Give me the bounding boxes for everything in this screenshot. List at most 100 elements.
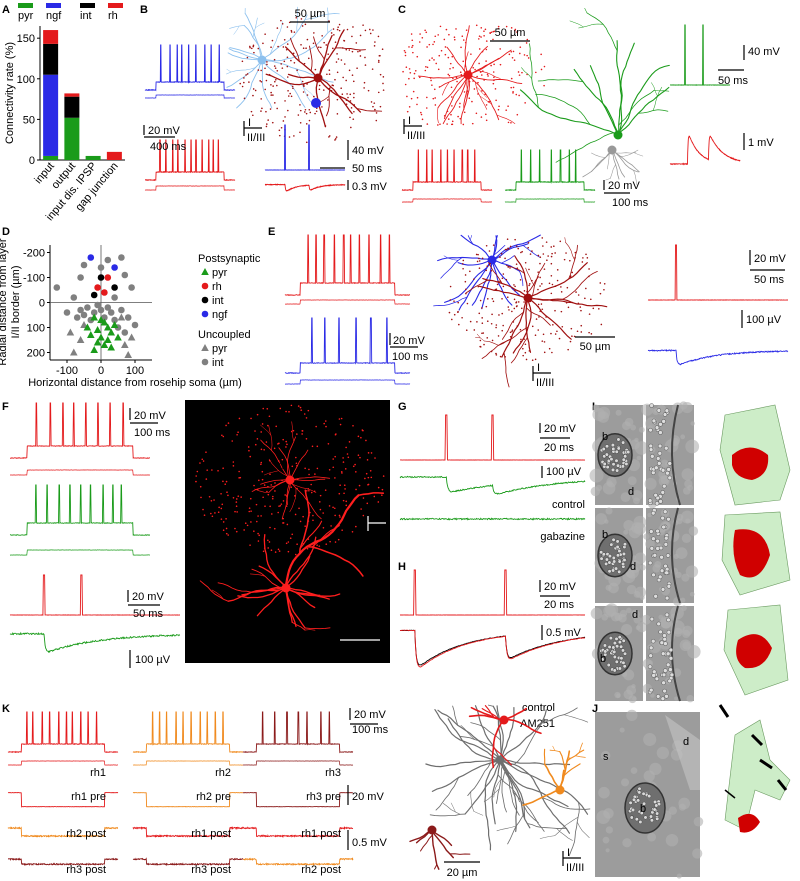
bouton <box>484 93 486 96</box>
neurite <box>265 73 319 86</box>
bouton <box>437 34 440 36</box>
trace <box>7 760 118 766</box>
label: 50 ms <box>754 274 784 286</box>
neurite <box>444 259 493 303</box>
bouton <box>328 87 330 90</box>
label: rh1 post <box>301 828 341 840</box>
bouton <box>487 75 489 77</box>
bouton <box>282 522 285 524</box>
bouton <box>506 296 509 299</box>
trace <box>10 402 150 459</box>
em-texture <box>634 441 649 455</box>
label: I <box>567 847 570 859</box>
vesicle <box>619 644 624 649</box>
neurite <box>264 470 279 476</box>
bouton <box>225 527 228 530</box>
bouton <box>566 286 569 289</box>
em-texture <box>626 584 637 595</box>
neurite <box>514 255 529 299</box>
em-texture <box>622 838 632 848</box>
bouton <box>469 270 471 273</box>
bouton <box>235 530 238 533</box>
legend-marker <box>201 344 209 351</box>
point <box>111 294 118 301</box>
bouton <box>306 38 309 41</box>
bouton <box>279 407 282 410</box>
bouton <box>521 250 523 253</box>
trace <box>7 826 119 838</box>
bouton <box>246 524 249 527</box>
bouton <box>531 325 534 328</box>
bouton <box>481 90 483 92</box>
soma <box>257 55 267 65</box>
vesicle <box>638 819 643 825</box>
apical-dendrite <box>306 546 364 577</box>
bouton <box>302 47 305 50</box>
bouton <box>412 90 415 93</box>
soma <box>313 73 323 83</box>
bouton <box>286 65 289 68</box>
bouton <box>462 259 465 262</box>
vesicle <box>611 568 616 573</box>
neurite <box>510 337 528 364</box>
bouton <box>492 300 495 303</box>
neurite <box>496 114 516 124</box>
bouton <box>599 282 602 284</box>
vesicle <box>649 616 655 622</box>
em-texture <box>658 614 664 620</box>
bouton <box>285 446 287 448</box>
bouton <box>281 479 283 482</box>
bouton <box>217 469 219 472</box>
em-texture <box>590 607 603 620</box>
bouton <box>585 287 587 290</box>
neurite <box>289 476 331 481</box>
bouton <box>260 461 263 464</box>
vesicle <box>654 501 660 506</box>
bouton <box>522 347 524 350</box>
label: rh2 post <box>301 864 341 876</box>
bouton <box>552 323 554 326</box>
bouton <box>448 33 450 36</box>
bouton <box>222 529 225 532</box>
bouton <box>543 351 546 354</box>
neurite <box>491 759 501 825</box>
bouton <box>353 96 355 99</box>
bouton <box>318 88 321 91</box>
neurite <box>543 763 561 791</box>
bouton <box>377 59 380 62</box>
bouton <box>222 521 225 523</box>
bouton <box>316 445 319 448</box>
label: b <box>602 529 608 541</box>
bouton <box>290 29 293 32</box>
bouton <box>537 303 540 306</box>
bouton <box>413 77 415 80</box>
em-texture <box>631 489 643 501</box>
bouton <box>341 529 343 531</box>
bouton <box>338 23 341 26</box>
neurite <box>287 73 319 79</box>
bouton <box>265 79 268 82</box>
vesicle <box>648 814 654 819</box>
trace <box>504 149 596 192</box>
bouton <box>567 348 569 351</box>
vesicle <box>661 672 667 678</box>
neurite <box>549 749 561 752</box>
neurite <box>304 13 340 20</box>
label: 20 mV <box>754 253 786 265</box>
bouton <box>287 95 290 97</box>
bouton <box>590 333 593 335</box>
bouton <box>310 491 313 494</box>
bouton <box>246 73 249 75</box>
label: rh1 <box>90 767 106 779</box>
vesicle <box>667 475 672 481</box>
vesicle <box>658 430 663 435</box>
label: B <box>140 4 148 16</box>
bouton <box>588 331 590 334</box>
bouton <box>511 330 513 333</box>
bouton <box>508 53 511 56</box>
bouton <box>478 257 480 260</box>
neurite <box>488 262 503 284</box>
label: d <box>630 561 636 573</box>
vesicle <box>609 542 614 547</box>
label: 0.5 mV <box>546 627 582 639</box>
